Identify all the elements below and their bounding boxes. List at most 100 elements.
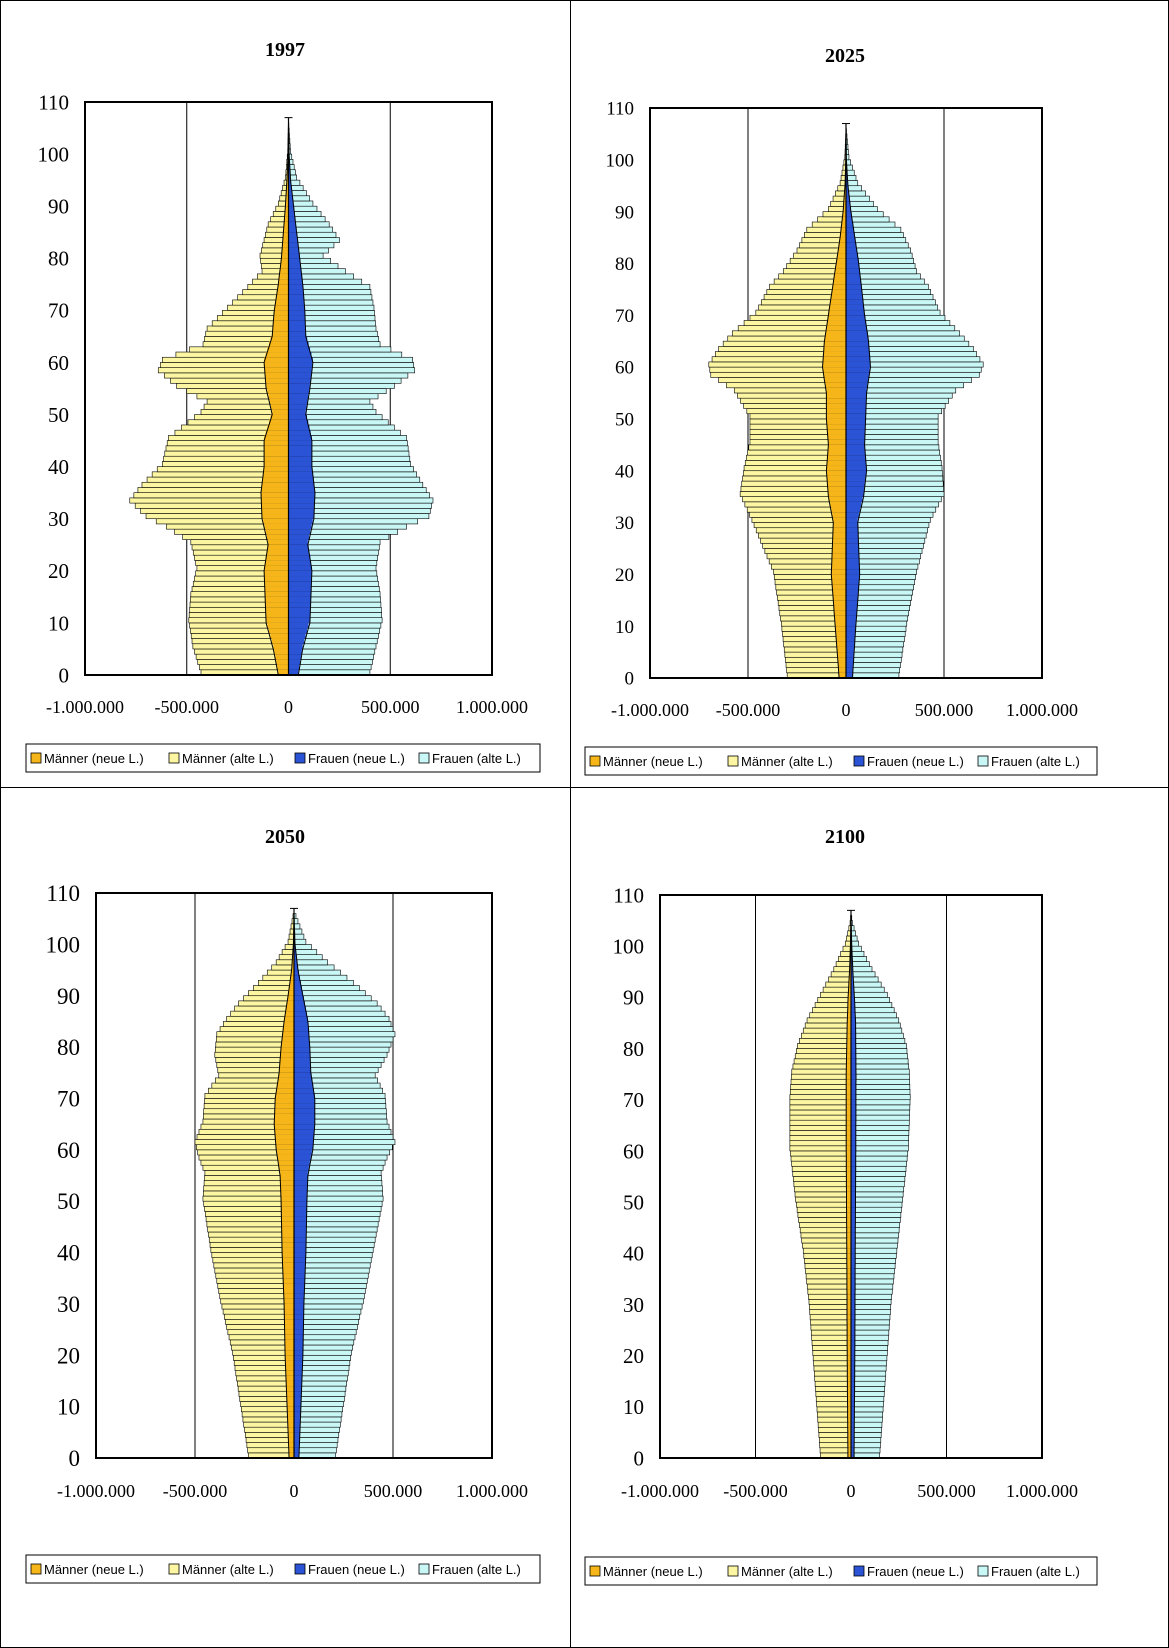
chart-title: 1997	[265, 39, 305, 61]
bar-men_new	[846, 1140, 851, 1146]
bar-women_new	[294, 1252, 306, 1258]
bar-women_new	[851, 1161, 856, 1167]
bar-women_new	[294, 985, 302, 991]
bar-men_new	[838, 242, 846, 248]
bar-women_new	[846, 408, 866, 414]
bar-women_new	[851, 1396, 855, 1402]
bar-men_new	[846, 1273, 851, 1279]
bar-men_old	[830, 971, 852, 978]
bar-men_new	[278, 1072, 294, 1078]
bar-men_new	[837, 646, 846, 653]
bar-women_old	[293, 1432, 340, 1438]
bar-women_new	[846, 595, 858, 601]
bar-women_old	[850, 1288, 893, 1295]
bar-women_new	[846, 279, 862, 285]
bar-men_new	[284, 1303, 294, 1310]
bar-women_new	[846, 470, 866, 476]
bar-women_new	[851, 992, 855, 998]
bar-women_new	[846, 216, 853, 222]
bar-women_new	[846, 403, 866, 409]
legend-box	[25, 743, 541, 773]
bar-men_new	[267, 424, 289, 431]
bar-men_old	[199, 664, 289, 671]
bar-women_new	[851, 1447, 855, 1453]
bar-men_old	[789, 1140, 852, 1147]
bar-women_old	[850, 981, 882, 988]
y-tick-label: 50	[623, 1190, 644, 1214]
bar-women_new	[294, 1314, 304, 1320]
bar-women_new	[288, 523, 312, 530]
bar-women_new	[294, 1077, 313, 1084]
bar-men_new	[823, 346, 846, 352]
bar-men_new	[832, 284, 846, 290]
bar-women_new	[288, 273, 303, 280]
bar-men_new	[847, 1022, 851, 1029]
bar-women_new	[846, 475, 866, 482]
bar-men_new	[262, 513, 289, 519]
bar-women_new	[846, 310, 865, 316]
bar-women_new	[294, 1360, 303, 1366]
bar-women_new	[846, 527, 859, 533]
bar-men_new	[824, 377, 846, 383]
series-men_new	[845, 915, 852, 1458]
bar-men_old	[221, 1303, 295, 1310]
bar-women_new	[294, 1262, 306, 1268]
bar-women_new	[294, 1211, 307, 1217]
bar-women_new	[851, 976, 854, 983]
bar-men_new	[287, 1411, 294, 1417]
bar-women_new	[851, 1411, 855, 1418]
bar-men_new	[827, 450, 846, 456]
bar-men_new	[835, 263, 846, 269]
bar-men_new	[261, 492, 289, 498]
bar-women_old	[850, 1416, 883, 1423]
bar-men_new	[281, 1041, 294, 1048]
x-tick-label: -1.000.000	[46, 697, 124, 717]
bar-women_new	[851, 1437, 855, 1443]
bar-women_new	[294, 1432, 300, 1438]
bar-men_old	[239, 1396, 295, 1402]
bar-men_old	[805, 1268, 852, 1275]
legend-label: Männer (neue L.)	[44, 751, 144, 766]
bar-men_old	[804, 1022, 852, 1029]
bar-men_new	[831, 558, 846, 564]
bar-men_old	[812, 1007, 852, 1014]
bar-men_new	[836, 641, 846, 647]
y-tick-label: 10	[615, 617, 634, 638]
bar-women_new	[851, 1125, 856, 1131]
bar-women_new	[846, 201, 851, 207]
bar-men_new	[261, 487, 289, 493]
bar-men_new	[834, 615, 846, 621]
bar-men_new	[286, 185, 289, 191]
bar-men_new	[282, 1247, 294, 1253]
bar-women_new	[294, 970, 299, 976]
bar-men_new	[290, 970, 294, 976]
bar-women_new	[851, 1120, 856, 1126]
bar-men_new	[266, 534, 289, 540]
bar-women_new	[294, 1093, 315, 1099]
bar-women_old	[845, 662, 901, 668]
bar-men_new	[271, 638, 289, 644]
bar-women_new	[294, 1380, 302, 1387]
chart-title: 2025	[825, 45, 865, 67]
bar-men_new	[281, 1226, 294, 1232]
bar-women_new	[288, 372, 312, 379]
bar-women_new	[851, 1360, 855, 1366]
legend-label: Frauen (neue L.)	[867, 754, 964, 769]
bar-women_new	[288, 435, 312, 441]
bar-women_new	[288, 664, 300, 670]
bar-men_new	[284, 1319, 294, 1325]
bar-men_new	[281, 247, 289, 254]
bar-men_old	[785, 656, 847, 663]
bar-men_new	[846, 1084, 851, 1090]
bar-women_new	[288, 237, 298, 243]
bar-women_old	[850, 956, 867, 962]
bar-men_new	[847, 1319, 851, 1325]
bar-men_new	[846, 1063, 851, 1070]
bar-women_new	[288, 346, 311, 353]
bar-men_new	[264, 440, 289, 446]
bar-men_new	[280, 1047, 294, 1053]
legend-label: Männer (alte L.)	[741, 754, 833, 769]
bar-men_new	[832, 512, 846, 518]
bar-men_new	[846, 1135, 851, 1141]
bar-men_new	[275, 654, 289, 660]
